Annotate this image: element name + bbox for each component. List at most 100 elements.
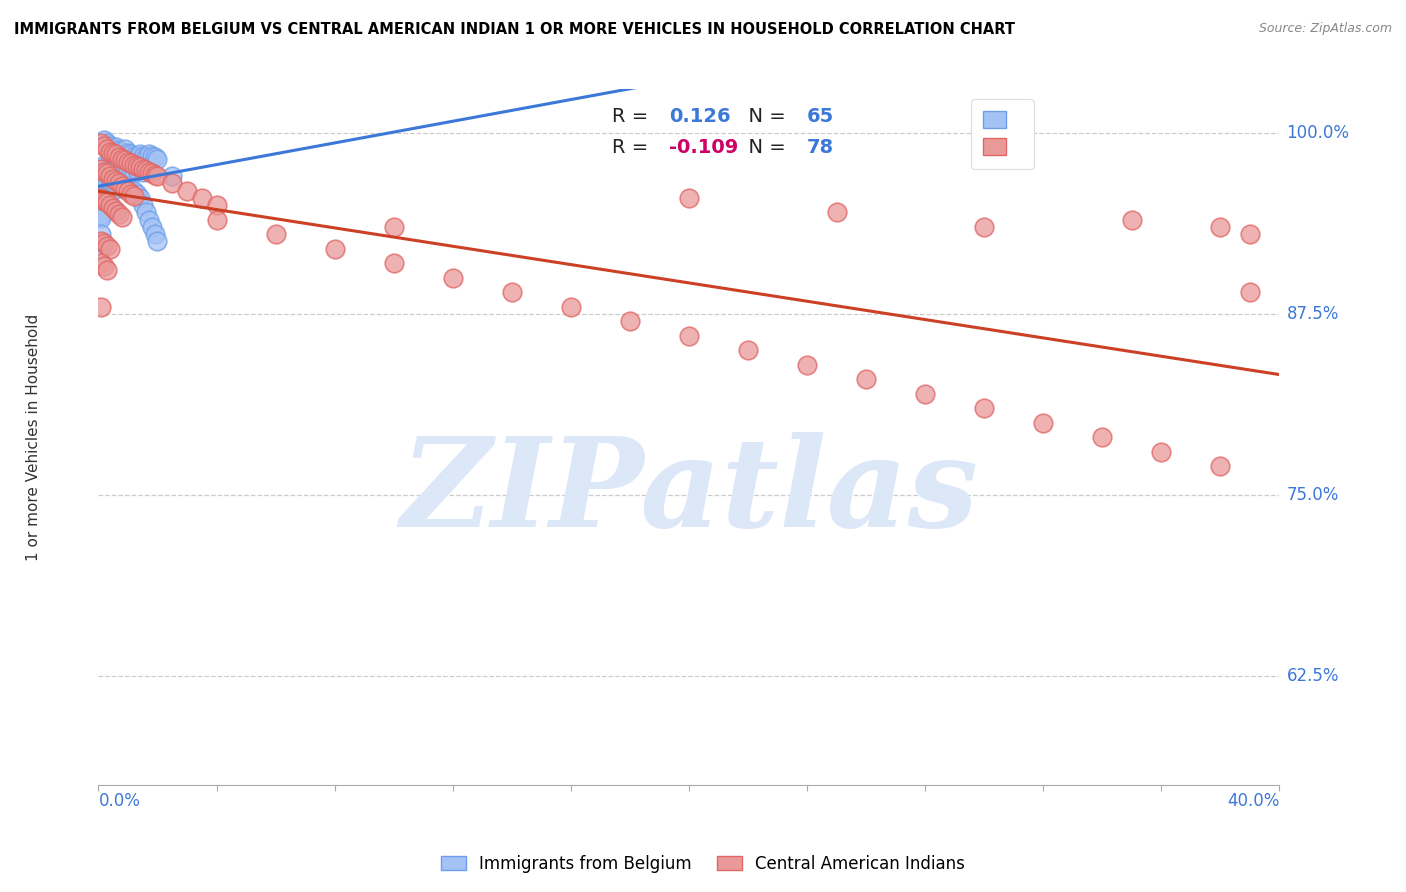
Point: [141, 166, 163, 180]
Point: [103, 172, 125, 186]
Point: [128, 191, 150, 205]
Point: [90, 195, 112, 210]
Point: [382, 256, 405, 270]
Point: [191, 191, 214, 205]
Legend: , : ,: [972, 99, 1033, 169]
Point: [90, 204, 112, 219]
Point: [914, 386, 936, 401]
Point: [105, 173, 128, 187]
Point: [737, 343, 759, 358]
Point: [108, 150, 131, 164]
Point: [125, 159, 148, 173]
Text: ZIPatlas: ZIPatlas: [399, 432, 979, 554]
Point: [1032, 416, 1054, 430]
Text: 1 or more Vehicles in Household: 1 or more Vehicles in Household: [25, 313, 41, 561]
Point: [143, 227, 166, 241]
Point: [120, 156, 142, 170]
Point: [114, 182, 136, 196]
Point: [122, 189, 145, 203]
Point: [132, 161, 155, 176]
Point: [96, 263, 118, 277]
Point: [103, 179, 125, 194]
Point: [1121, 212, 1143, 227]
Point: [619, 314, 641, 328]
Point: [93, 259, 115, 273]
Text: 87.5%: 87.5%: [1286, 305, 1339, 323]
Point: [264, 227, 287, 241]
Point: [96, 238, 118, 253]
Point: [90, 300, 112, 314]
Point: [141, 219, 163, 234]
Point: [1091, 430, 1114, 444]
Point: [90, 198, 112, 212]
Point: [117, 154, 139, 169]
Point: [105, 140, 128, 154]
Point: [98, 161, 121, 175]
Point: [105, 163, 128, 178]
Point: [90, 211, 112, 226]
Point: [162, 169, 183, 184]
Text: N =: N =: [737, 138, 792, 157]
Point: [678, 328, 700, 343]
Point: [143, 150, 166, 164]
Point: [973, 219, 995, 234]
Point: [125, 186, 148, 201]
Point: [138, 212, 160, 227]
Point: [114, 161, 136, 176]
Point: [103, 201, 125, 215]
Point: [1239, 285, 1261, 300]
Point: [111, 179, 134, 194]
Point: [96, 166, 118, 180]
Point: [111, 145, 134, 159]
Point: [98, 242, 121, 256]
Point: [138, 165, 160, 179]
Point: [90, 194, 112, 208]
Point: [825, 205, 848, 219]
Point: [122, 184, 145, 198]
Point: [93, 173, 115, 187]
Point: [122, 166, 145, 180]
Point: [135, 205, 157, 219]
Point: [90, 208, 112, 222]
Point: [111, 210, 134, 224]
Point: [1209, 219, 1232, 234]
Point: [114, 142, 136, 156]
Point: [114, 153, 136, 168]
Point: [93, 138, 115, 153]
Point: [96, 136, 118, 150]
Point: [128, 147, 150, 161]
Legend: Immigrants from Belgium, Central American Indians: Immigrants from Belgium, Central America…: [434, 848, 972, 880]
Point: [111, 181, 134, 195]
Point: [90, 235, 112, 249]
Point: [90, 202, 112, 217]
Point: [1239, 227, 1261, 241]
Point: [90, 189, 112, 203]
Point: [90, 161, 112, 176]
Point: [98, 145, 121, 159]
Point: [96, 195, 118, 210]
Point: [146, 152, 169, 166]
Point: [141, 149, 163, 163]
Text: R =: R =: [612, 106, 655, 126]
Point: [93, 235, 115, 250]
Point: [103, 142, 125, 156]
Point: [90, 256, 112, 270]
Point: [796, 358, 818, 372]
Point: [125, 150, 148, 164]
Text: 65: 65: [807, 106, 834, 126]
Text: IMMIGRANTS FROM BELGIUM VS CENTRAL AMERICAN INDIAN 1 OR MORE VEHICLES IN HOUSEHO: IMMIGRANTS FROM BELGIUM VS CENTRAL AMERI…: [14, 22, 1015, 37]
Point: [93, 165, 115, 179]
Point: [323, 242, 346, 256]
Point: [111, 152, 134, 166]
Point: [560, 300, 582, 314]
Point: [98, 138, 121, 153]
Point: [103, 146, 125, 161]
Text: 0.126: 0.126: [669, 106, 731, 126]
Point: [117, 184, 139, 198]
Point: [90, 227, 112, 241]
Point: [1150, 444, 1173, 458]
Text: 100.0%: 100.0%: [1286, 124, 1350, 142]
Point: [96, 184, 118, 198]
Point: [108, 207, 131, 221]
Point: [90, 207, 112, 221]
